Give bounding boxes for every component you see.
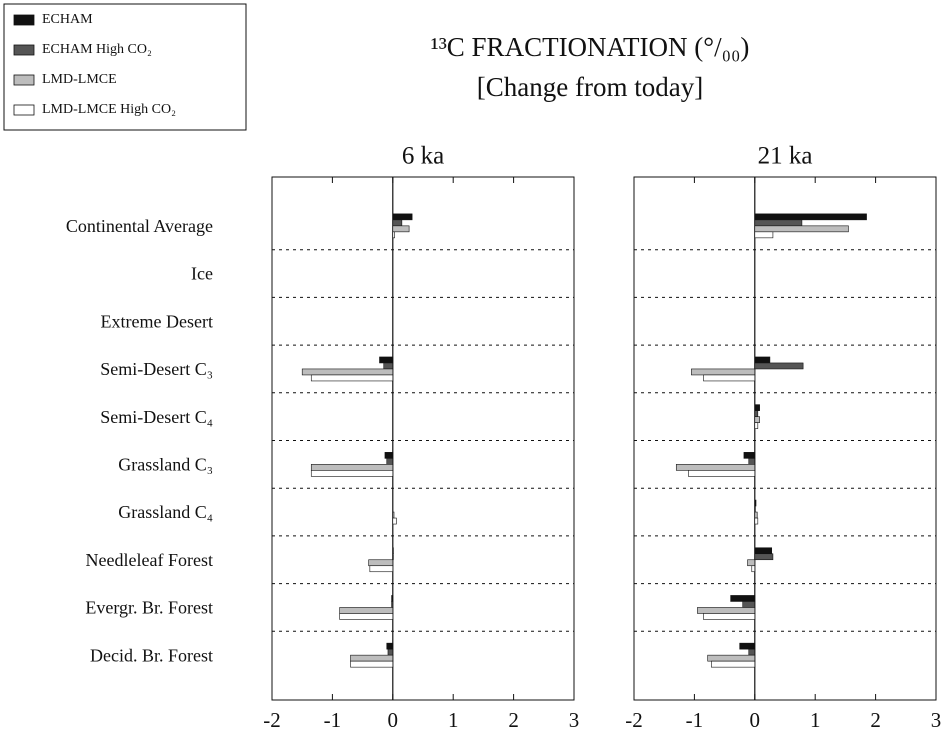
- bar: [703, 374, 756, 382]
- bar: [754, 553, 774, 561]
- chart-title: ¹³C FRACTIONATION (°/₀₀): [431, 32, 750, 62]
- bar: [754, 416, 760, 423]
- bar: [383, 362, 394, 370]
- category-label: Ice: [191, 264, 213, 284]
- bar: [697, 607, 756, 614]
- panel-title: 21 ka: [758, 143, 813, 170]
- x-tick-label: -2: [625, 708, 643, 732]
- x-tick-label: 1: [810, 708, 821, 732]
- category-label: Continental Average: [66, 216, 213, 236]
- x-tick-label: 0: [388, 708, 399, 732]
- x-tick-label: 0: [750, 708, 761, 732]
- bar: [339, 607, 394, 614]
- bar: [742, 601, 756, 608]
- bar: [392, 231, 395, 239]
- x-tick-label: 2: [870, 708, 881, 732]
- bar: [310, 464, 394, 471]
- bar: [675, 464, 756, 471]
- bar: [730, 595, 756, 602]
- category-label: Needleleaf Forest: [86, 550, 213, 570]
- bar: [392, 225, 410, 233]
- bar: [747, 559, 756, 567]
- x-tick-label: 2: [508, 708, 519, 732]
- bar: [754, 410, 759, 417]
- bar: [392, 547, 394, 555]
- bar: [384, 452, 394, 459]
- bar: [739, 642, 756, 650]
- bar: [392, 553, 394, 561]
- bar: [754, 547, 773, 555]
- legend-label: LMD-LMCE: [42, 72, 117, 87]
- bar: [310, 470, 394, 477]
- bar: [748, 648, 756, 656]
- category-label: Grassland C₄: [118, 502, 213, 522]
- bar: [754, 356, 771, 364]
- category-label: Semi-Desert C₄: [100, 407, 213, 427]
- bar: [392, 511, 395, 519]
- bar: [754, 499, 757, 507]
- bar: [339, 613, 394, 620]
- bar: [387, 648, 394, 656]
- bar: [301, 368, 394, 376]
- category-label: Decid. Br. Forest: [90, 645, 213, 665]
- bar: [754, 213, 867, 221]
- bar: [711, 660, 756, 668]
- legend-label: ECHAM: [42, 12, 93, 27]
- bar: [754, 517, 759, 525]
- legend-swatch: [13, 14, 35, 26]
- legend-swatch: [13, 44, 35, 56]
- bar: [707, 654, 756, 662]
- legend-label: LMD-LMCE High CO₂: [42, 102, 176, 117]
- x-tick-label: -1: [324, 708, 342, 732]
- bar: [754, 225, 849, 233]
- plot-frame: [633, 176, 937, 701]
- panel-title: 6 ka: [402, 143, 444, 170]
- category-label: Evergr. Br. Forest: [85, 598, 213, 618]
- plot-frame: [271, 176, 575, 701]
- x-tick-label: -1: [686, 708, 704, 732]
- bar: [391, 601, 394, 608]
- bar: [754, 511, 758, 519]
- bar: [743, 452, 756, 459]
- bar: [691, 368, 756, 376]
- bar: [391, 595, 394, 602]
- x-tick-label: -2: [263, 708, 281, 732]
- bar: [754, 231, 774, 239]
- category-label: Extreme Desert: [101, 311, 213, 331]
- legend-swatch: [13, 104, 35, 116]
- chart-subtitle: [Change from today]: [477, 72, 703, 102]
- bar: [754, 219, 803, 227]
- bar: [369, 565, 394, 573]
- bar: [754, 422, 759, 429]
- bar: [392, 219, 403, 227]
- bar: [350, 654, 394, 662]
- bar: [350, 660, 394, 668]
- bar: [754, 362, 804, 370]
- bar: [386, 458, 394, 465]
- legend-swatch: [13, 74, 35, 86]
- x-tick-label: 1: [448, 708, 459, 732]
- bar: [386, 642, 394, 650]
- bar: [392, 517, 397, 525]
- bar: [392, 213, 413, 221]
- bar: [754, 404, 760, 411]
- x-tick-label: 3: [569, 708, 580, 732]
- bar: [754, 505, 756, 513]
- bar: [310, 374, 394, 382]
- bar: [379, 356, 394, 364]
- bar: [751, 565, 756, 573]
- bar: [748, 458, 756, 465]
- legend-box: [3, 3, 247, 131]
- legend-label: ECHAM High CO₂: [42, 42, 152, 57]
- bar: [703, 613, 756, 620]
- category-label: Grassland C₃: [118, 454, 213, 474]
- bar: [368, 559, 394, 567]
- bar: [688, 470, 756, 477]
- x-tick-label: 3: [931, 708, 942, 732]
- category-label: Semi-Desert C₃: [100, 359, 213, 379]
